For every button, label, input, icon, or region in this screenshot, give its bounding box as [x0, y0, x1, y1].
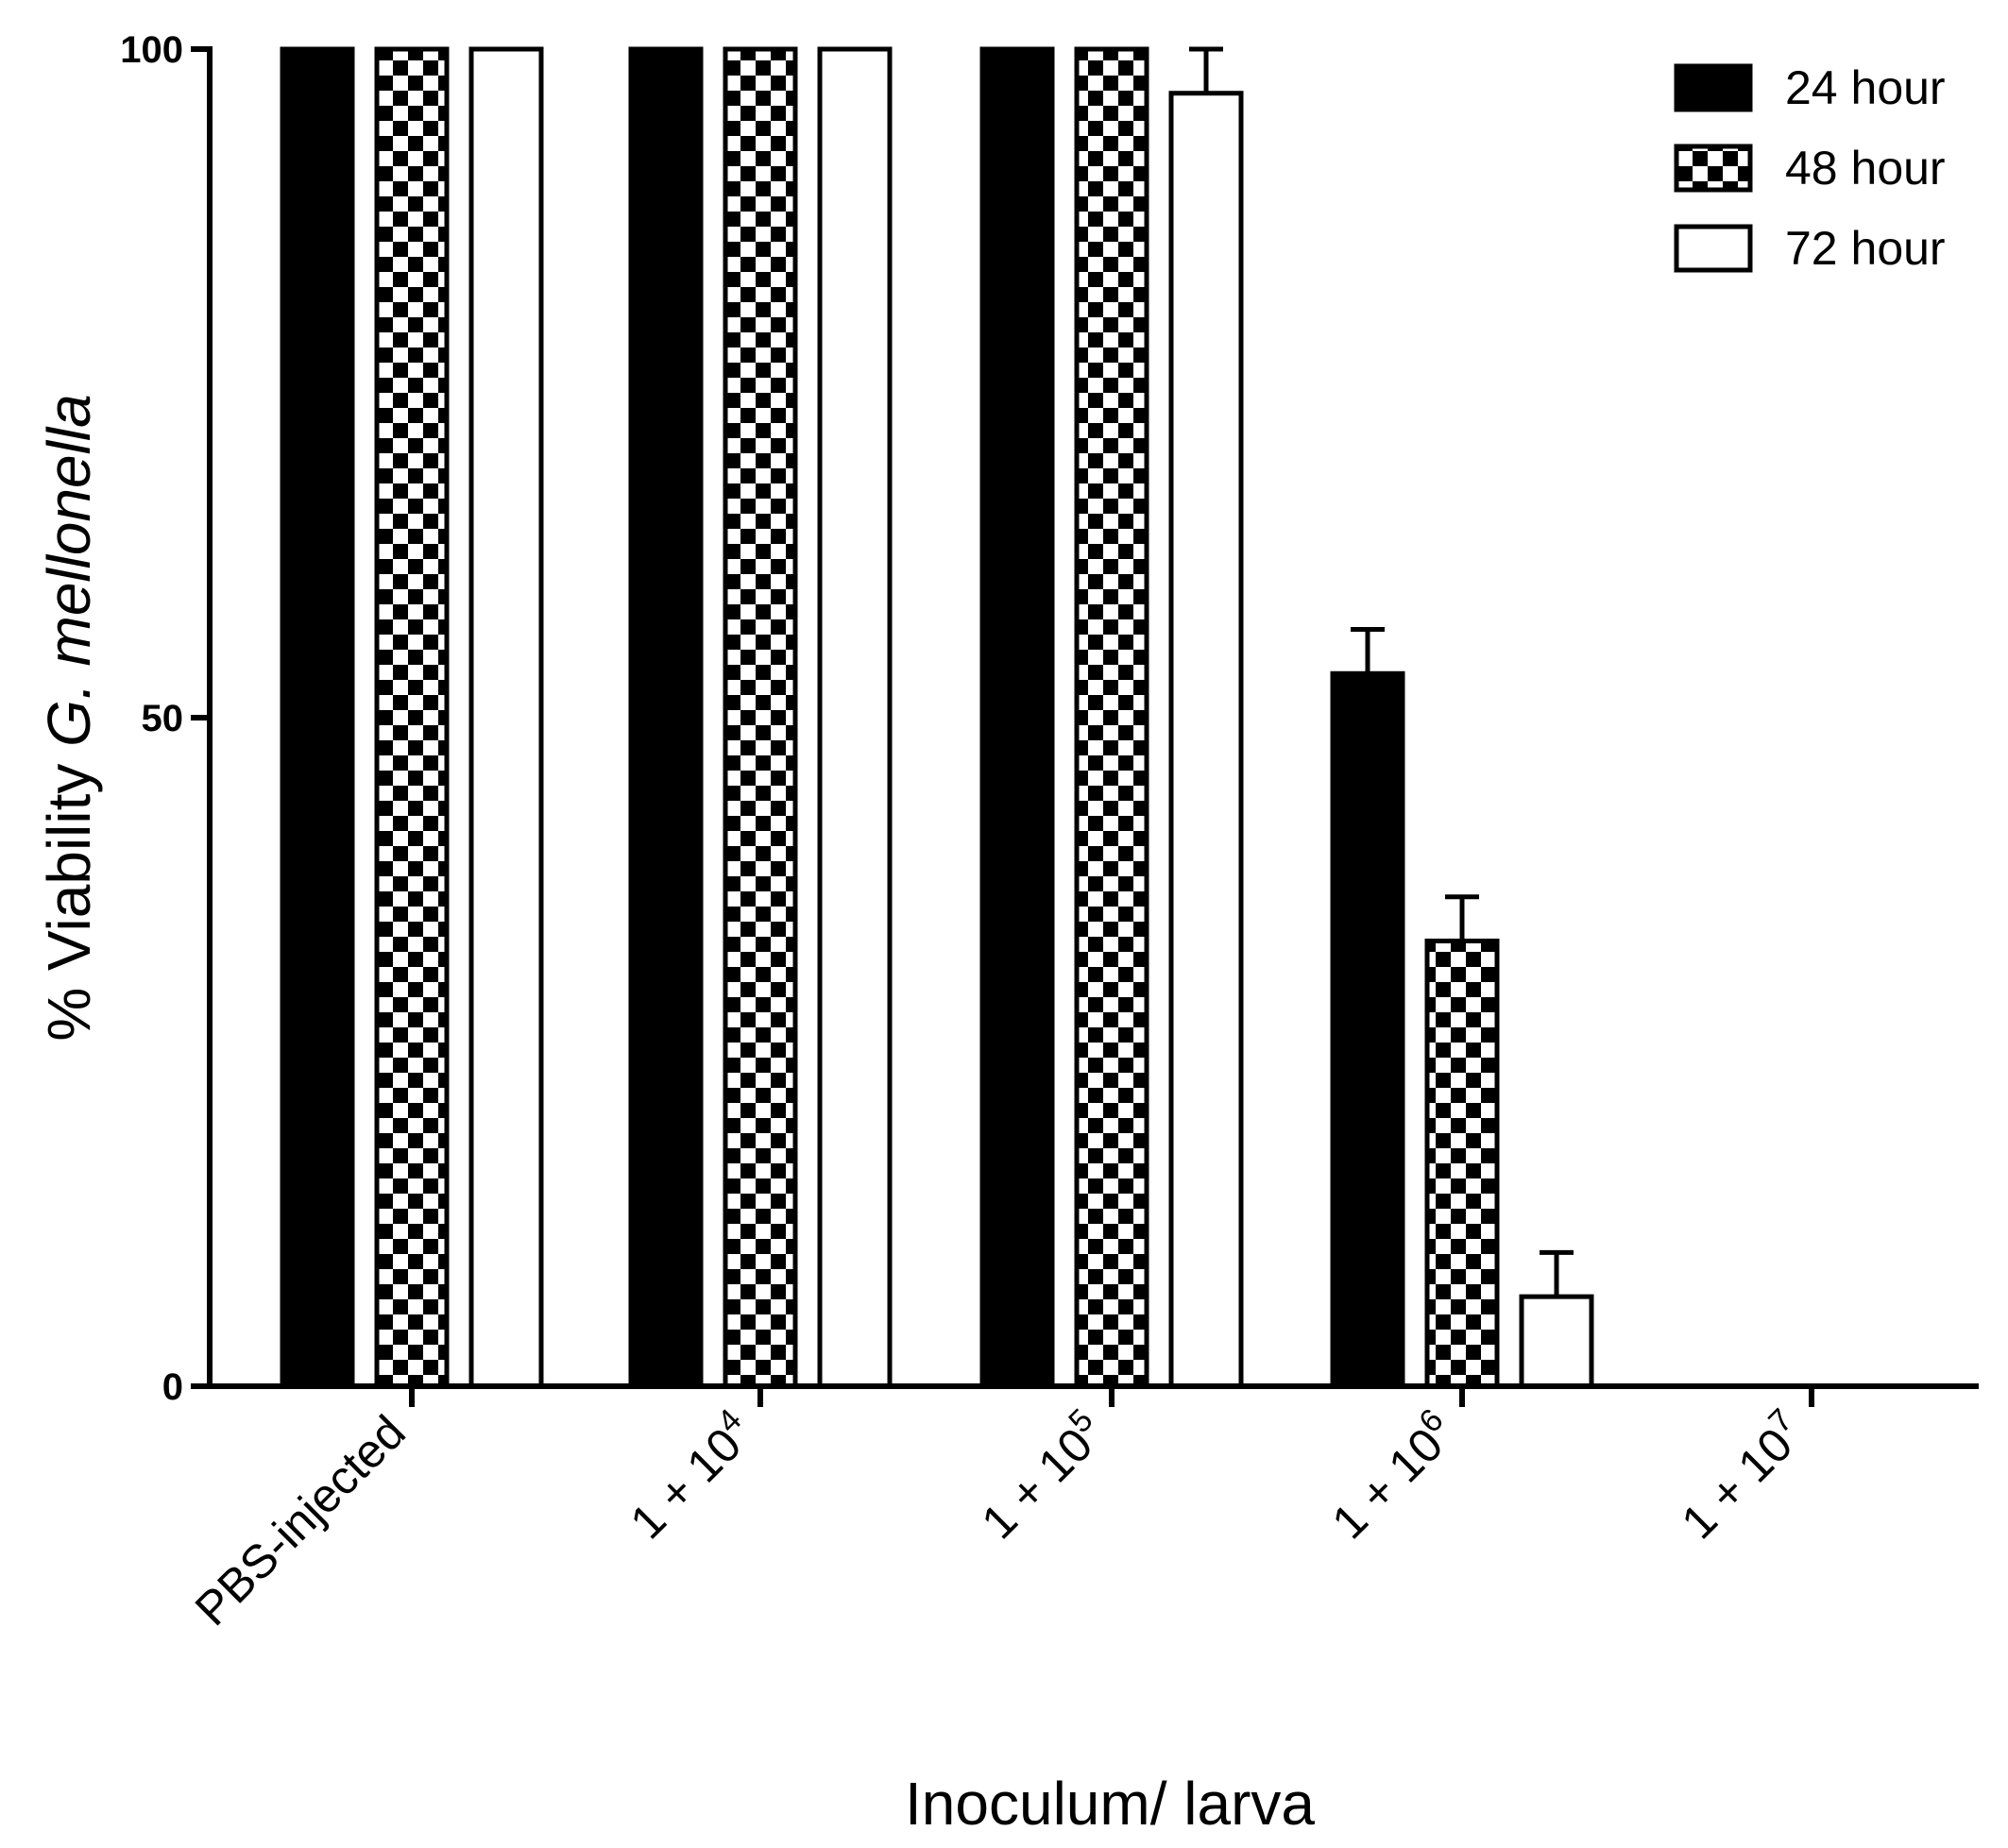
- y-tick-label-0: 0: [162, 1366, 183, 1408]
- x-tick-label-base-3: 1 + 10: [1322, 1418, 1454, 1550]
- bar-24-hour-1: [628, 46, 704, 1389]
- bar-48-hour-3: [1424, 938, 1500, 1389]
- x-tick-label-1: 1 + 104: [617, 1402, 764, 1550]
- x-tick-label-group-1: 1 + 104: [617, 1402, 764, 1550]
- x-tick-label-base-1: 1 + 10: [621, 1418, 752, 1550]
- bar-72-hour-2: [1168, 91, 1244, 1389]
- bar-48-hour-1: [723, 46, 798, 1389]
- y-axis-label: % Viability G. mellonella: [35, 394, 103, 1041]
- x-tick-label-group-3: 1 + 106: [1319, 1402, 1466, 1550]
- x-tick-label-group-2: 1 + 105: [968, 1402, 1115, 1550]
- legend-label-72-hour: 72 hour: [1785, 222, 1946, 275]
- legend-swatch-72-hour: [1674, 224, 1753, 273]
- bar-24-hour-0: [280, 46, 355, 1389]
- x-tick-label-3: 1 + 106: [1319, 1402, 1466, 1550]
- y-axis-label-group: % Viability G. mellonella: [35, 394, 103, 1041]
- bar-24-hour-2: [979, 46, 1055, 1389]
- x-tick-label-group-0: PBS-injected: [185, 1405, 416, 1636]
- axes-layer: [191, 46, 1979, 1407]
- legend: 24 hour 48 hour 72 hour: [1674, 61, 1946, 275]
- x-tick-label-base-4: 1 + 10: [1672, 1418, 1803, 1550]
- bar-72-hour-0: [468, 46, 544, 1389]
- x-tick-label-base-2: 1 + 10: [972, 1418, 1103, 1550]
- bar-72-hour-1: [817, 46, 893, 1389]
- y-tick-label-100: 100: [120, 29, 183, 71]
- x-tick-label-2: 1 + 105: [968, 1402, 1115, 1550]
- y-tick-label-50: 50: [142, 698, 184, 739]
- x-tick-label-4: 1 + 107: [1668, 1402, 1815, 1550]
- bar-48-hour-2: [1074, 46, 1149, 1389]
- x-tick-label-base-0: PBS-injected: [185, 1405, 416, 1636]
- legend-label-48-hour: 48 hour: [1785, 142, 1946, 195]
- bar-24-hour-3: [1330, 670, 1405, 1389]
- x-axis-label: Inoculum/ larva: [905, 1770, 1315, 1838]
- x-tick-label-group-4: 1 + 107: [1668, 1402, 1815, 1550]
- x-tick-label-0: PBS-injected: [185, 1405, 416, 1636]
- legend-swatch-24-hour: [1674, 63, 1753, 112]
- legend-swatch-48-hour: [1674, 144, 1753, 193]
- legend-label-24-hour: 24 hour: [1785, 61, 1946, 114]
- y-axis-label-species: G. mellonella: [35, 394, 103, 747]
- y-axis-label-prefix: % Viability: [35, 747, 103, 1042]
- bar-72-hour-3: [1519, 1294, 1594, 1389]
- bar-48-hour-0: [374, 46, 450, 1389]
- bars-layer: [280, 46, 1594, 1389]
